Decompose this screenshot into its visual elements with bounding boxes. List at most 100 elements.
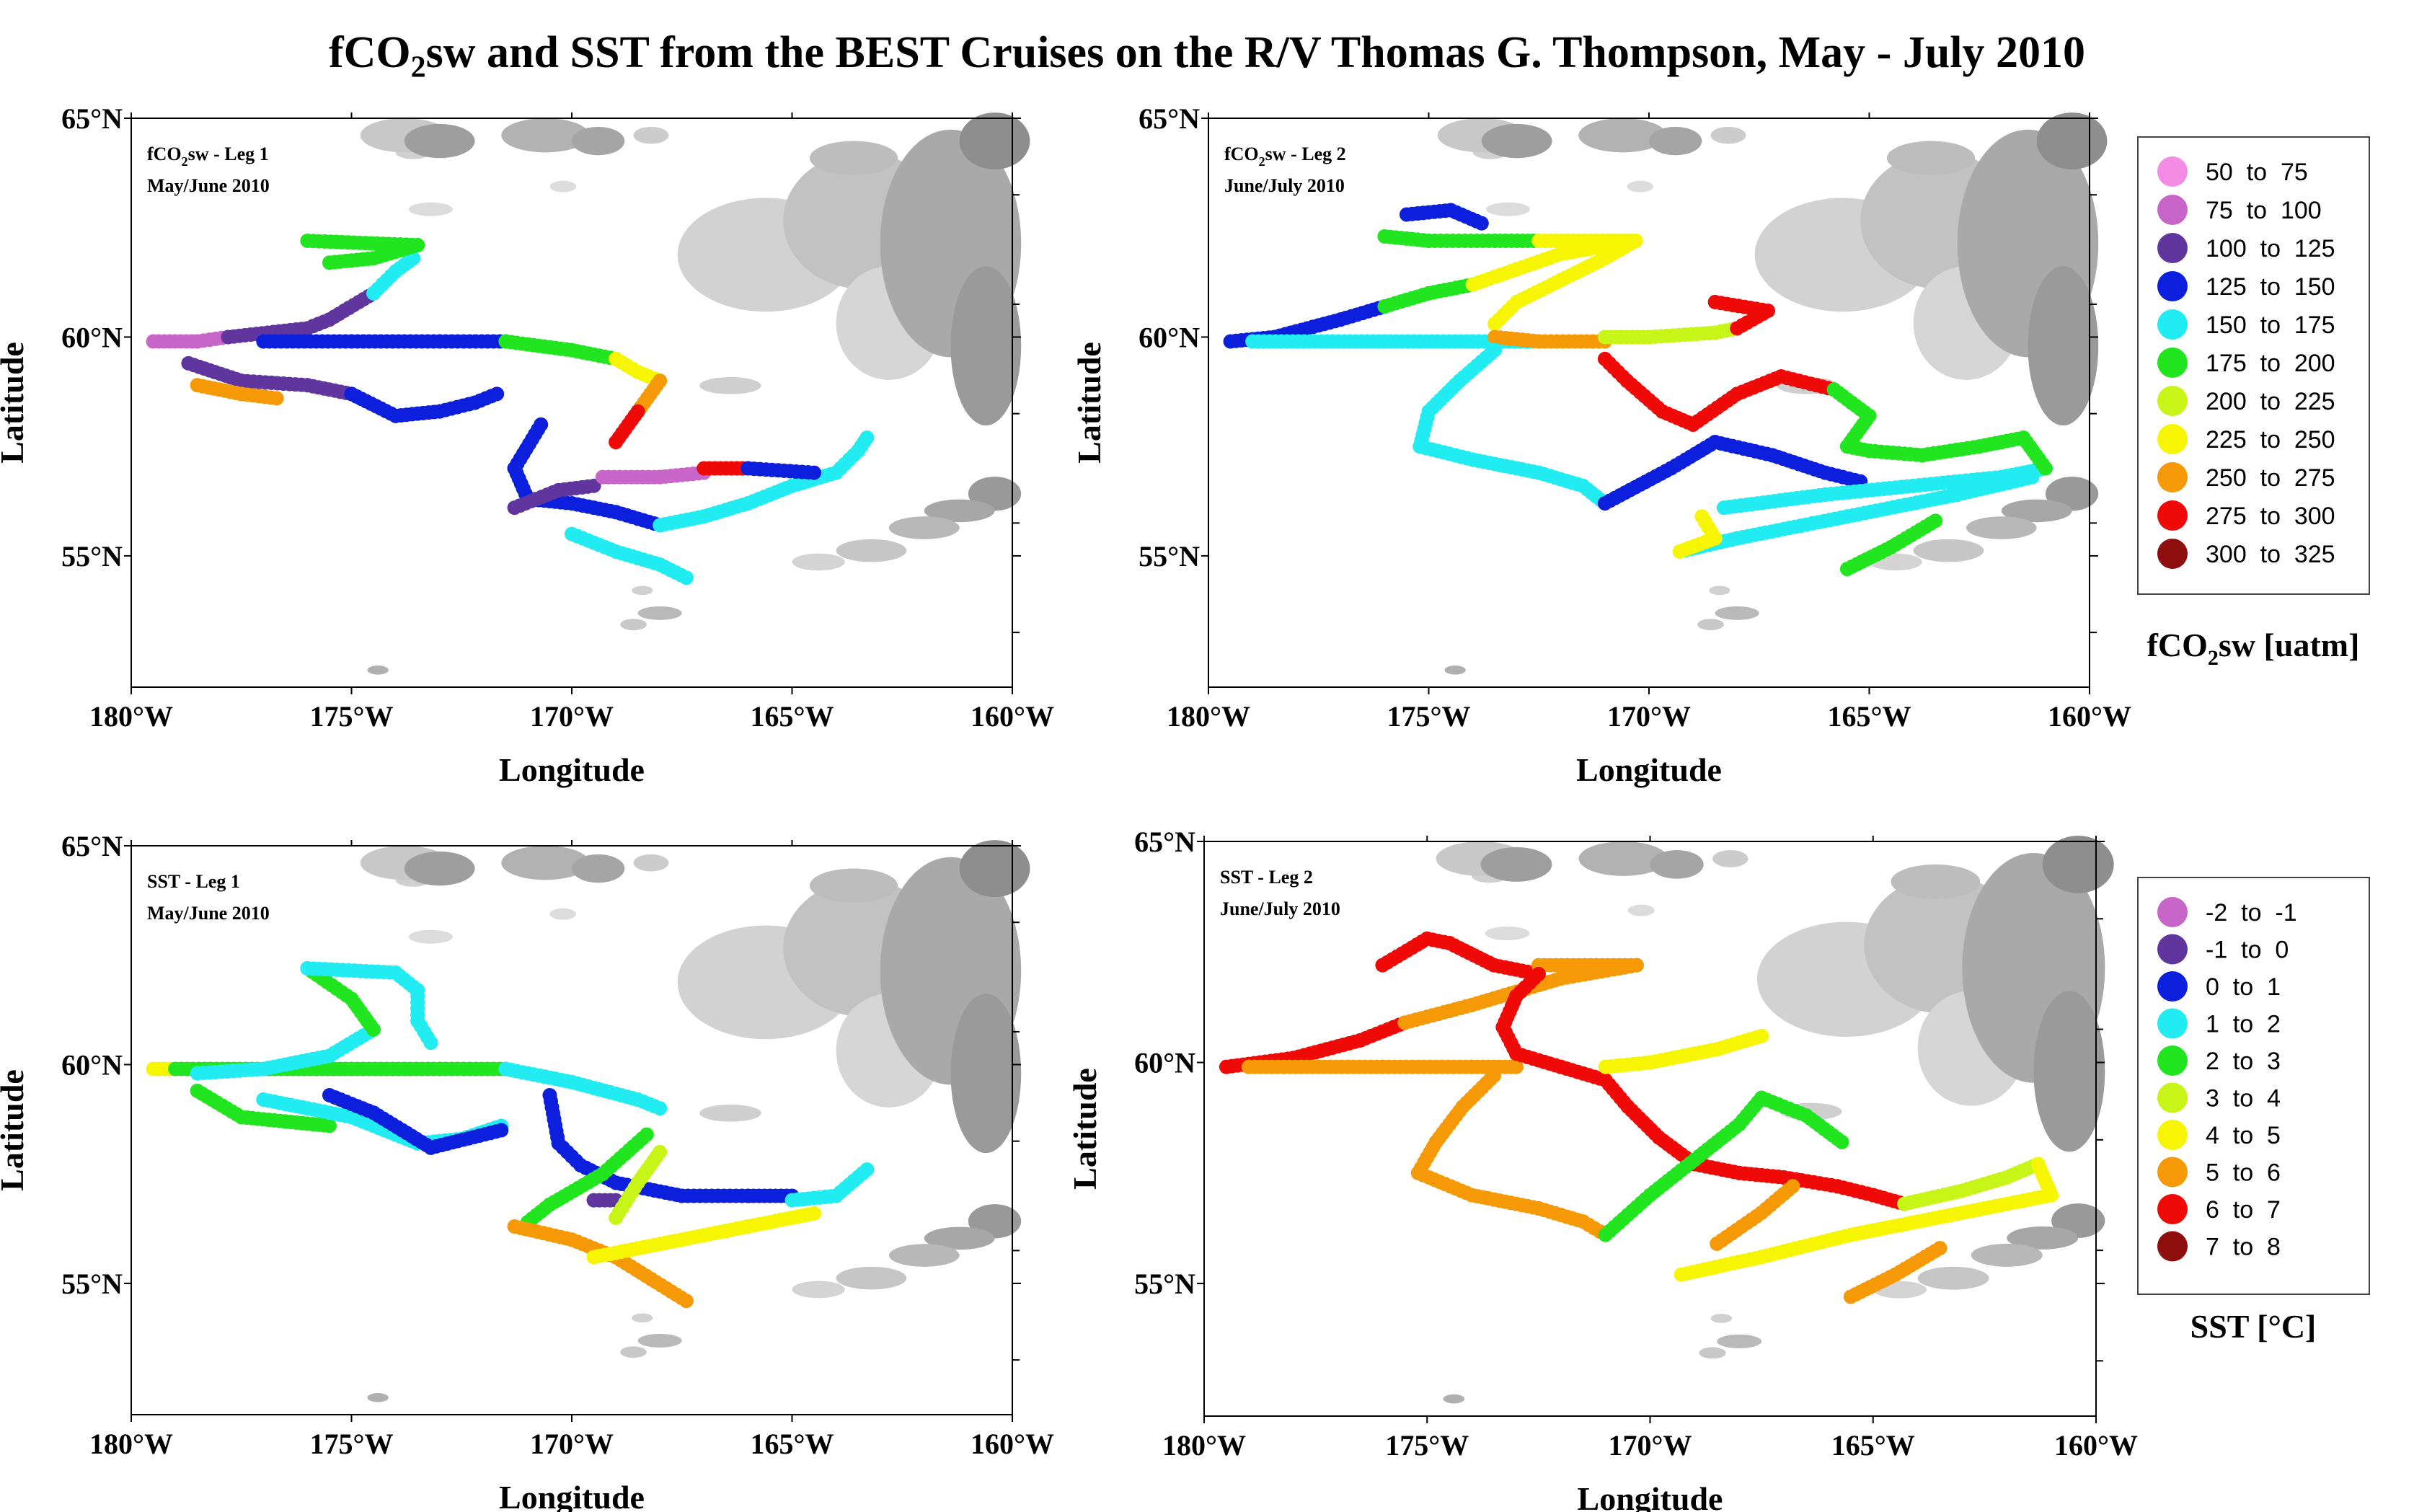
x-tick-label: 160°W bbox=[2054, 1429, 2138, 1462]
track-point bbox=[2044, 1188, 2059, 1203]
track-point bbox=[859, 430, 875, 446]
legend-swatch bbox=[2157, 233, 2188, 263]
y-tick-label: 55°N bbox=[1134, 1268, 1195, 1300]
landmass bbox=[1627, 904, 1655, 916]
track-point bbox=[807, 465, 822, 480]
landmass bbox=[1917, 1266, 1989, 1290]
landmass bbox=[1712, 849, 1748, 867]
x-tick-label: 160°W bbox=[971, 700, 1054, 733]
panel-4: 180°W 175°W 170°W 165°W 160°W 55°N 60°N 65°N Lon… bbox=[1066, 826, 2138, 1512]
x-tick-label: 180°W bbox=[89, 700, 173, 733]
landmass bbox=[632, 585, 653, 596]
track-point bbox=[494, 1123, 509, 1138]
legend-label: 300 to 325 bbox=[2206, 541, 2335, 568]
x-tick-label: 175°W bbox=[310, 1428, 394, 1460]
landmass bbox=[404, 851, 475, 886]
landmass bbox=[959, 112, 1030, 170]
legend-title: SST [°C] bbox=[2190, 1308, 2317, 1345]
landmass bbox=[1710, 126, 1746, 144]
track-point bbox=[609, 435, 624, 450]
legend-label: 5 to 6 bbox=[2206, 1159, 2281, 1187]
track-point bbox=[2025, 469, 2040, 485]
landmass bbox=[809, 141, 898, 175]
legend-swatch bbox=[2157, 271, 2188, 301]
track-point bbox=[1629, 958, 1644, 973]
y-tick-label: 60°N bbox=[61, 321, 123, 353]
track-layer bbox=[1219, 931, 2059, 1304]
y-axis-title: Latitude bbox=[1071, 342, 1107, 464]
legend-swatch bbox=[2157, 1157, 2188, 1188]
track-point bbox=[1508, 1059, 1524, 1074]
x-tick-label: 165°W bbox=[1828, 700, 1911, 733]
legend-label: 200 to 225 bbox=[2206, 388, 2335, 415]
track-point bbox=[1754, 1028, 1769, 1043]
landmass bbox=[1578, 841, 1668, 876]
landmass-layer bbox=[360, 840, 1030, 1402]
landmass bbox=[2036, 112, 2108, 170]
landmass bbox=[1710, 1314, 1733, 1323]
x-tick-label: 180°W bbox=[89, 1428, 173, 1460]
landmass bbox=[1709, 585, 1730, 596]
legend-label: 125 to 150 bbox=[2206, 273, 2335, 301]
track-point bbox=[653, 1101, 668, 1116]
landmass bbox=[1715, 606, 1759, 620]
legend-swatch bbox=[2157, 156, 2188, 187]
landmass bbox=[501, 118, 590, 153]
landmass bbox=[699, 376, 761, 394]
track-point bbox=[1834, 1134, 1849, 1149]
landmass bbox=[549, 908, 577, 920]
landmass bbox=[1443, 1394, 1465, 1404]
panel-label-line: fCO2sw - Leg 1 bbox=[147, 143, 269, 169]
track-point bbox=[859, 1162, 875, 1177]
figure-title: fCO2sw and SST from the BEST Cruises on … bbox=[328, 28, 2086, 84]
x-tick-label: 165°W bbox=[751, 700, 834, 733]
landmass bbox=[792, 553, 845, 571]
track-point bbox=[807, 1206, 822, 1221]
panel-2: 180°W 175°W 170°W 165°W 160°W 55°N 60°N 65°N Lon… bbox=[1071, 102, 2131, 788]
legend-label: 150 to 175 bbox=[2206, 311, 2335, 339]
panel-label-line: June/July 2010 bbox=[1220, 898, 1340, 919]
legend-label: -2 to -1 bbox=[2206, 899, 2297, 927]
landmass bbox=[1886, 141, 1976, 175]
panel-label-line: SST - Leg 1 bbox=[147, 871, 240, 892]
landmass bbox=[1480, 846, 1552, 882]
legend-swatch bbox=[2157, 1194, 2188, 1224]
track-point bbox=[678, 1294, 694, 1309]
landmass bbox=[501, 846, 590, 880]
x-tick-label: 170°W bbox=[530, 1428, 614, 1460]
landmass bbox=[1578, 118, 1667, 153]
x-tick-label: 170°W bbox=[530, 700, 614, 733]
legend-swatch bbox=[2157, 424, 2188, 454]
track-point bbox=[678, 570, 694, 585]
x-tick-label: 165°W bbox=[751, 1428, 834, 1460]
legend-swatch bbox=[2157, 1045, 2188, 1076]
panel-3: 180°W 175°W 170°W 165°W 160°W 55°N 60°N 65°N Lon… bbox=[0, 830, 1054, 1512]
panel-label-line: May/June 2010 bbox=[147, 903, 270, 924]
legend-swatch bbox=[2157, 1120, 2188, 1150]
x-tick-label: 160°W bbox=[971, 1428, 1054, 1460]
panel-label-line: fCO2sw - Leg 2 bbox=[1224, 143, 1346, 169]
y-tick-label: 65°N bbox=[61, 830, 123, 862]
landmass bbox=[1485, 926, 1530, 941]
legend-fco2: 50 to 75 75 to 100 100 to 125 125 to 150 150… bbox=[2137, 136, 2370, 670]
landmass bbox=[950, 266, 1022, 426]
y-tick-label: 65°N bbox=[61, 102, 123, 135]
x-tick-label: 175°W bbox=[1385, 1429, 1469, 1462]
y-tick-label: 55°N bbox=[61, 1268, 123, 1300]
y-axis-title: Latitude bbox=[0, 1069, 30, 1191]
y-axis-title: Latitude bbox=[1066, 1068, 1103, 1190]
track-point bbox=[1694, 509, 1710, 524]
legend-label: 0 to 1 bbox=[2206, 973, 2281, 1001]
y-tick-label: 65°N bbox=[1134, 826, 1195, 858]
landmass bbox=[1627, 180, 1654, 193]
landmass bbox=[836, 539, 907, 562]
track-point bbox=[322, 1118, 337, 1133]
panel-label-line: SST - Leg 2 bbox=[1220, 867, 1313, 888]
y-axis-title: Latitude bbox=[0, 342, 30, 464]
panel-1: 180°W 175°W 170°W 165°W 160°W 55°N 60°N 65°N Lon… bbox=[0, 102, 1054, 788]
legend-title: fCO2sw [uatm] bbox=[2147, 627, 2360, 670]
x-axis-title: Longitude bbox=[1578, 1480, 1723, 1512]
landmass bbox=[633, 126, 669, 144]
landmass bbox=[637, 1333, 682, 1348]
x-tick-label: 180°W bbox=[1167, 700, 1250, 733]
